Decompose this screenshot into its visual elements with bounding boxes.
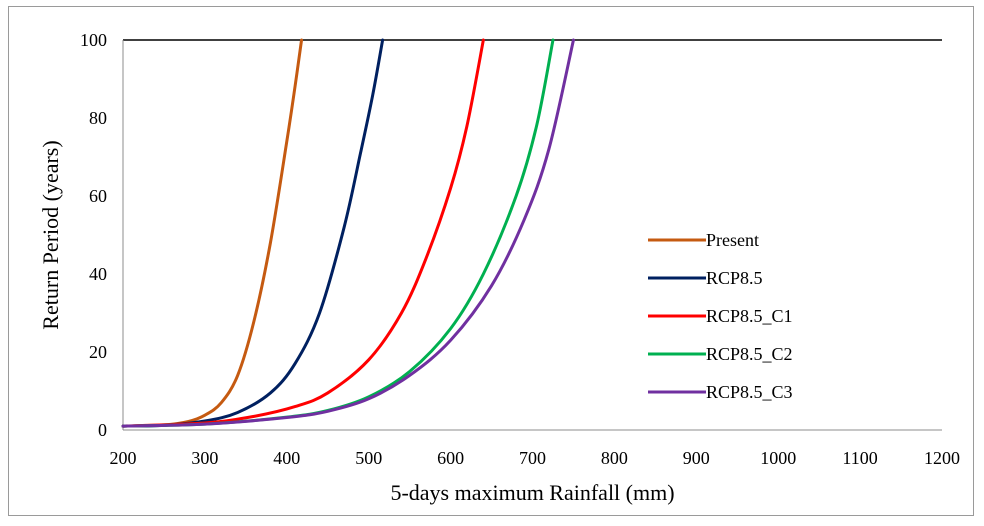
plot-area — [122, 39, 942, 431]
series-lines — [121, 38, 575, 428]
y-tick-label: 80 — [89, 108, 107, 128]
x-tick-label: 200 — [110, 448, 137, 468]
x-tick-label: 1200 — [924, 448, 960, 468]
series-line-rcp8-5 — [121, 38, 385, 428]
series-line-rcp8-5-c3 — [121, 38, 575, 428]
y-tick-label: 40 — [89, 264, 107, 284]
y-tick-label: 0 — [98, 420, 107, 440]
x-tick-label: 800 — [601, 448, 628, 468]
legend: Present RCP8.5 RCP8.5_C1 RCP8.5_C2 RCP8.5_C3 — [648, 230, 793, 402]
y-tick-label: 60 — [89, 186, 107, 206]
y-axis-ticks: 0 20 40 60 80 100 — [80, 30, 107, 440]
legend-label-rcp8-5-c2: RCP8.5_C2 — [706, 344, 793, 364]
x-tick-label: 1100 — [842, 448, 877, 468]
legend-label-rcp8-5-c3: RCP8.5_C3 — [706, 382, 793, 402]
x-tick-label: 600 — [437, 448, 464, 468]
legend-label-rcp8-5-c1: RCP8.5_C1 — [706, 306, 793, 326]
series-line-rcp8-5-c1 — [121, 38, 485, 428]
series-line-rcp8-5-c2 — [121, 38, 555, 428]
x-axis-title: 5-days maximum Rainfall (mm) — [390, 480, 674, 505]
y-axis-title: Return Period (years) — [38, 140, 63, 329]
x-tick-label: 500 — [355, 448, 382, 468]
x-tick-label: 1000 — [760, 448, 796, 468]
y-tick-label: 100 — [80, 30, 107, 50]
series-line-present — [121, 38, 304, 428]
x-tick-label: 900 — [683, 448, 710, 468]
legend-label-present: Present — [706, 230, 759, 250]
x-tick-label: 400 — [273, 448, 300, 468]
legend-label-rcp8-5: RCP8.5 — [706, 268, 763, 288]
x-axis-ticks: 200 300 400 500 600 700 800 900 1000 1100 1200 — [110, 448, 961, 468]
x-tick-label: 300 — [191, 448, 218, 468]
y-tick-label: 20 — [89, 342, 107, 362]
x-tick-label: 700 — [519, 448, 546, 468]
